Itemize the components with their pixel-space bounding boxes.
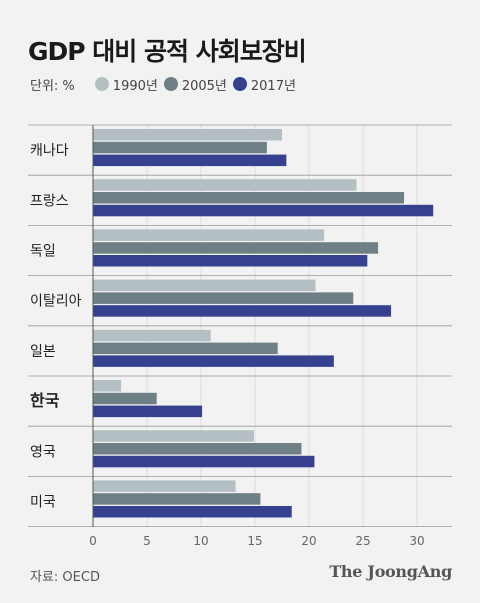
bar-한국-2005년: [93, 392, 157, 405]
bar-일본-2017년: [93, 355, 334, 367]
bar-캐나다-1990년: [93, 129, 282, 141]
legend-swatch-2017: [232, 77, 247, 91]
source-note: 자료: OECD: [30, 570, 100, 585]
bar-미국-2005년: [93, 493, 261, 505]
bar-이탈리아-1990년: [93, 279, 316, 292]
category-label: 이탈리아: [30, 294, 82, 310]
legend-label-2005: 2005년: [181, 78, 227, 94]
x-tick-label: 25: [355, 534, 370, 548]
category-label: 독일: [30, 244, 56, 260]
bar-독일-1990년: [93, 229, 325, 241]
x-tick-label: 5: [143, 534, 151, 548]
bar-프랑스-2005년: [93, 192, 405, 204]
bar-캐나다-2005년: [93, 141, 267, 154]
x-tick-label: 30: [409, 534, 424, 548]
x-tick-label: 10: [193, 534, 208, 548]
bar-캐나다-2017년: [93, 154, 287, 167]
bar-독일-2017년: [93, 255, 368, 267]
x-tick-label: 20: [301, 534, 316, 548]
bar-이탈리아-2017년: [93, 305, 392, 317]
legend-item-2017: 2017년: [232, 75, 296, 94]
publisher-logo: The JoongAng: [329, 562, 452, 581]
bar-한국-1990년: [93, 380, 122, 392]
bar-이탈리아-2005년: [93, 292, 354, 304]
legend-item-2005: 2005년: [163, 75, 227, 94]
category-label: 일본: [30, 344, 56, 360]
bar-미국-1990년: [93, 480, 236, 492]
bar-영국-2005년: [93, 443, 302, 455]
legend-label-2017: 2017년: [250, 78, 296, 94]
category-label: 미국: [30, 495, 56, 511]
unit-label: 단위: %: [30, 78, 75, 94]
bar-일본-2005년: [93, 342, 278, 355]
bar-프랑스-1990년: [93, 179, 357, 191]
legend-label-1990: 1990년: [112, 78, 158, 94]
category-label: 영국: [30, 444, 56, 460]
bar-한국-2017년: [93, 405, 203, 418]
x-tick-label: 0: [89, 534, 97, 548]
chart-title: GDP 대비 공적 사회보장비: [28, 37, 307, 66]
bar-일본-1990년: [93, 329, 211, 342]
category-label: 캐나다: [30, 143, 69, 159]
bar-영국-2017년: [93, 455, 315, 468]
category-label: 한국: [30, 391, 60, 410]
bar-영국-1990년: [93, 430, 254, 442]
bar-프랑스-2017년: [93, 204, 434, 217]
bar-독일-2005년: [93, 242, 379, 254]
legend-item-1990: 1990년: [94, 75, 158, 94]
legend-swatch-2005: [163, 77, 178, 91]
legend-swatch-1990: [94, 77, 109, 91]
bar-미국-2017년: [93, 506, 292, 518]
legend: 단위: % 1990년 2005년 2017년: [30, 75, 302, 94]
category-label: 프랑스: [30, 193, 69, 209]
x-tick-label: 15: [247, 534, 262, 548]
